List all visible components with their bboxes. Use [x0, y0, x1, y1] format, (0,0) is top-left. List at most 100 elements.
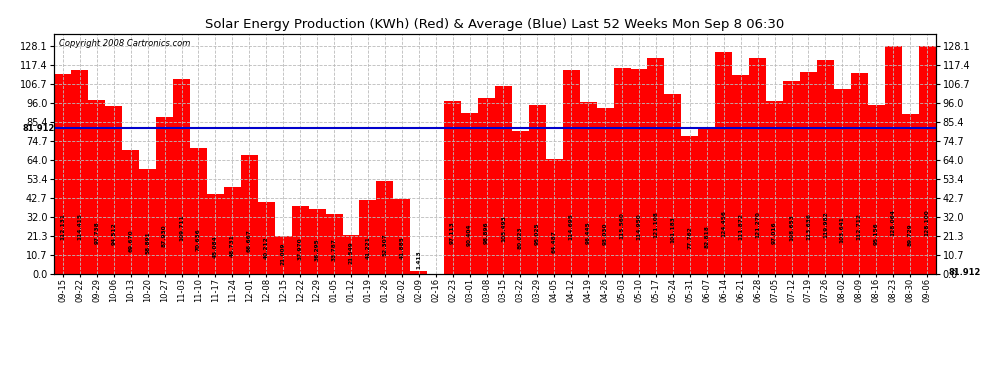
Text: 77.762: 77.762	[687, 226, 692, 249]
Text: 69.670: 69.670	[128, 229, 134, 252]
Text: 114.950: 114.950	[637, 213, 642, 240]
Text: 113.636: 113.636	[806, 213, 811, 240]
Bar	[445, 101, 461, 274]
Bar	[614, 68, 631, 274]
Bar	[834, 90, 850, 274]
Bar	[359, 201, 376, 274]
Bar	[800, 72, 817, 274]
Bar	[715, 53, 733, 274]
Text: 70.636: 70.636	[196, 229, 201, 251]
Bar	[529, 105, 545, 274]
Text: 41.221: 41.221	[365, 236, 370, 259]
Bar	[664, 94, 681, 274]
Text: 81.912: 81.912	[22, 124, 54, 133]
Bar	[850, 74, 868, 274]
Bar	[698, 126, 715, 274]
Text: Copyright 2008 Cartronics.com: Copyright 2008 Cartronics.com	[58, 39, 190, 48]
Text: 82.818: 82.818	[704, 225, 709, 248]
Text: 52.307: 52.307	[382, 234, 387, 256]
Text: 58.891: 58.891	[146, 232, 150, 255]
Text: 124.456: 124.456	[722, 210, 727, 237]
Bar	[105, 106, 122, 274]
Text: 128.064: 128.064	[891, 209, 896, 236]
Text: 97.738: 97.738	[94, 221, 99, 244]
Text: 112.131: 112.131	[60, 213, 65, 240]
Bar	[902, 114, 919, 274]
Text: 93.030: 93.030	[603, 223, 608, 245]
Bar	[241, 155, 257, 274]
Bar	[376, 181, 393, 274]
Text: 87.930: 87.930	[162, 224, 167, 247]
Bar	[885, 46, 902, 274]
Text: 121.108: 121.108	[653, 211, 658, 238]
Bar	[562, 70, 580, 274]
Text: 109.711: 109.711	[179, 214, 184, 241]
Text: 81.912: 81.912	[948, 268, 981, 277]
Bar	[631, 69, 647, 274]
Bar	[410, 271, 428, 274]
Title: Solar Energy Production (KWh) (Red) & Average (Blue) Last 52 Weeks Mon Sep 8 06:: Solar Energy Production (KWh) (Red) & Av…	[205, 18, 785, 31]
Text: 37.970: 37.970	[298, 237, 303, 260]
Bar	[512, 132, 529, 274]
Text: 112.712: 112.712	[856, 213, 862, 240]
Text: 108.653: 108.653	[789, 214, 794, 241]
Bar	[274, 236, 292, 274]
Text: 36.295: 36.295	[315, 238, 320, 261]
Text: 95.025: 95.025	[535, 222, 540, 245]
Bar	[190, 148, 207, 274]
Bar	[207, 194, 224, 274]
Bar	[495, 86, 512, 274]
Bar	[71, 70, 88, 274]
Bar	[749, 58, 766, 274]
Text: 89.729: 89.729	[908, 224, 913, 246]
Bar	[309, 209, 326, 274]
Text: 21.549: 21.549	[348, 242, 353, 264]
Bar	[224, 187, 241, 274]
Bar	[766, 101, 783, 274]
Text: 128.100: 128.100	[925, 209, 930, 236]
Text: 33.787: 33.787	[332, 238, 337, 261]
Text: 80.023: 80.023	[518, 226, 523, 249]
Text: 103.641: 103.641	[840, 216, 844, 243]
Bar	[140, 169, 156, 274]
Text: 66.667: 66.667	[247, 230, 251, 252]
Text: 105.493: 105.493	[501, 215, 506, 242]
Text: 114.695: 114.695	[568, 213, 574, 240]
Bar	[326, 214, 343, 274]
Bar	[545, 159, 562, 274]
Bar	[868, 105, 885, 274]
Text: 90.404: 90.404	[467, 224, 472, 246]
Bar	[54, 74, 71, 274]
Bar	[597, 108, 614, 274]
Text: 111.872: 111.872	[739, 213, 743, 240]
Bar	[647, 58, 664, 274]
Text: 96.445: 96.445	[586, 222, 591, 245]
Text: 101.183: 101.183	[670, 216, 675, 243]
Bar	[461, 113, 478, 274]
Bar	[173, 79, 190, 274]
Text: 48.731: 48.731	[230, 234, 235, 257]
Bar	[88, 100, 105, 274]
Bar	[681, 135, 698, 274]
Text: 21.009: 21.009	[281, 242, 286, 265]
Text: 94.512: 94.512	[111, 222, 116, 245]
Text: 95.156: 95.156	[874, 222, 879, 245]
Bar	[733, 75, 749, 274]
Text: 97.113: 97.113	[450, 222, 455, 244]
Bar	[292, 206, 309, 274]
Bar	[783, 81, 800, 274]
Bar	[257, 202, 275, 274]
Text: 41.885: 41.885	[399, 236, 404, 259]
Bar	[580, 102, 597, 274]
Text: 1.413: 1.413	[416, 251, 422, 270]
Text: 45.084: 45.084	[213, 236, 218, 258]
Bar	[122, 150, 140, 274]
Text: 114.415: 114.415	[77, 213, 82, 240]
Text: 64.487: 64.487	[551, 230, 556, 253]
Text: 119.982: 119.982	[823, 211, 828, 238]
Text: 40.212: 40.212	[263, 237, 268, 260]
Bar	[156, 117, 173, 274]
Bar	[817, 60, 834, 274]
Text: 98.896: 98.896	[484, 221, 489, 244]
Bar	[919, 46, 936, 274]
